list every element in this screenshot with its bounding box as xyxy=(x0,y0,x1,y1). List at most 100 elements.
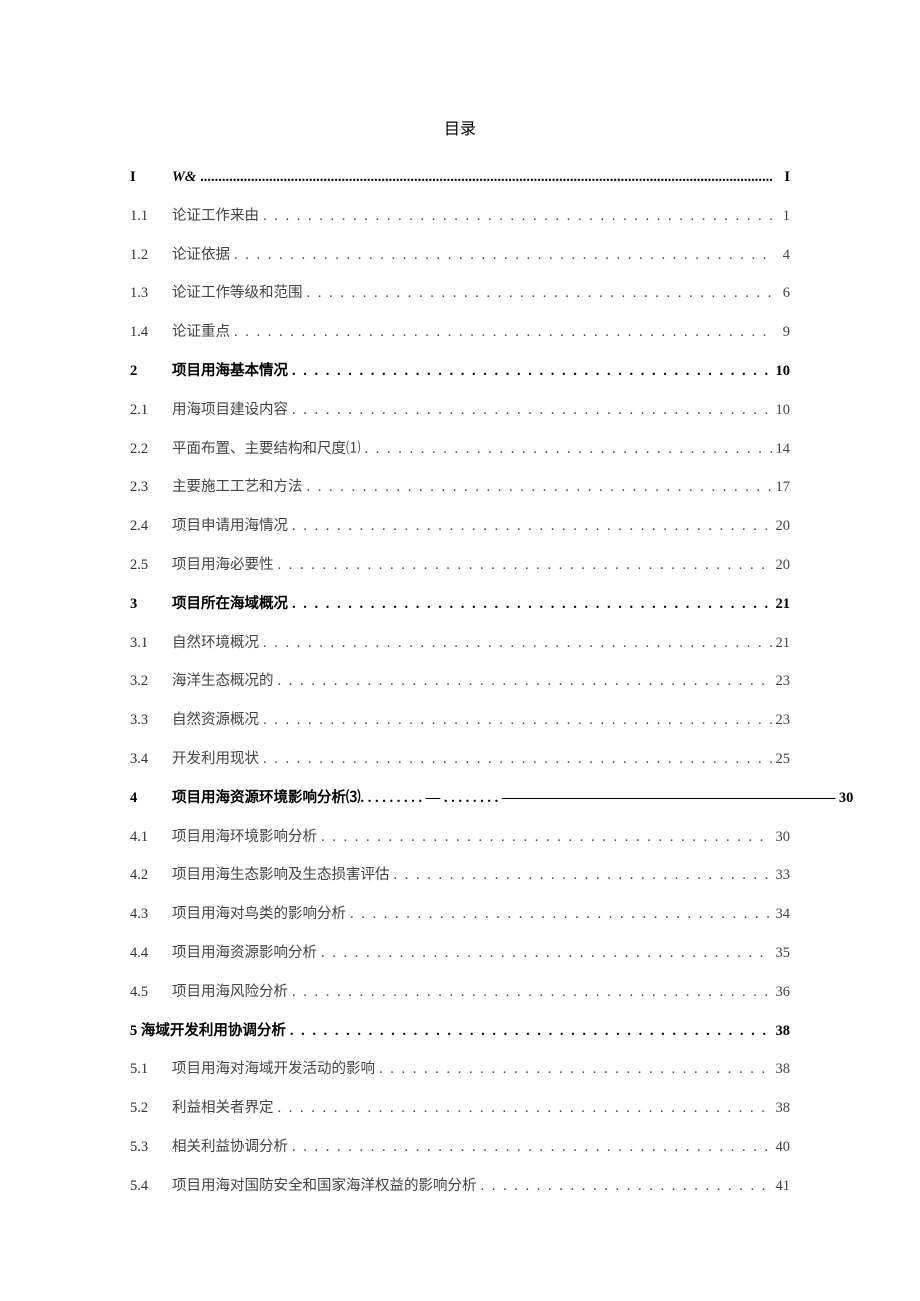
toc-page-number: 14 xyxy=(772,439,790,459)
toc-entry-text: 项目用海环境影响分析 xyxy=(172,827,317,847)
toc-page-number: 20 xyxy=(772,555,790,575)
toc-entry-text: 自然资源概况 xyxy=(172,710,259,730)
toc-dot-leader: . . . . . . . . . . . . . . . . . . . . … xyxy=(303,283,773,303)
toc-page-number: 17 xyxy=(772,477,790,497)
toc-dot-leader: . . . . . . . . . . . . . . . . . . . . … xyxy=(288,1137,772,1157)
toc-entry-number: 4.4 xyxy=(130,943,172,963)
toc-entry-number: 1.4 xyxy=(130,322,172,342)
toc-entry-text: 项目用海资源环境影响分析⑶. . . . . . . . . — . . . .… xyxy=(172,788,835,808)
toc-dot-leader: . . . . . . . . . . . . . . . . . . . . … xyxy=(259,749,772,769)
toc-dot-leader: . . . . . . . . . . . . . . . . . . . . … xyxy=(361,439,773,459)
toc-entry-number: 1.1 xyxy=(130,206,172,226)
toc-entry-text: 海洋生态概况的 xyxy=(172,671,274,691)
toc-row: 5.4项目用海对国防安全和国家海洋权益的影响分析. . . . . . . . … xyxy=(130,1176,790,1196)
toc-entry-number: 4 xyxy=(130,788,172,808)
toc-entry-number: 3 xyxy=(130,594,172,614)
toc-entry-number: 3.3 xyxy=(130,710,172,730)
toc-entry-number: 3.2 xyxy=(130,671,172,691)
toc-entry-text: 项目用海风险分析 xyxy=(172,982,288,1002)
toc-entry-number: 2 xyxy=(130,361,172,381)
toc-page-number: 41 xyxy=(772,1176,790,1196)
toc-dot-leader: . . . . . . . . . . . . . . . . . . . . … xyxy=(230,245,772,265)
toc-entry-number: I xyxy=(130,167,172,187)
toc-page-number: 25 xyxy=(772,749,790,769)
toc-entry-number: 3.4 xyxy=(130,749,172,769)
toc-dot-leader: . . . . . . . . . . . . . . . . . . . . … xyxy=(477,1176,773,1196)
toc-row: 2.5项目用海必要性. . . . . . . . . . . . . . . … xyxy=(130,555,790,575)
toc-dot-leader: . . . . . . . . . . . . . . . . . . . . … xyxy=(288,400,772,420)
toc-page-number: 30 xyxy=(772,827,790,847)
toc-row: 5 海域开发利用协调分析. . . . . . . . . . . . . . … xyxy=(130,1021,790,1041)
toc-container: IW&.....................................… xyxy=(130,167,790,1196)
toc-dot-leader: . . . . . . . . . . . . . . . . . . . . … xyxy=(274,1098,773,1118)
toc-page-number: 21 xyxy=(772,633,790,653)
toc-dot-leader: . . . . . . . . . . . . . . . . . . . . … xyxy=(286,1021,772,1041)
toc-entry-text: 项目用海对海域开发活动的影响 xyxy=(172,1059,375,1079)
toc-page-number: 23 xyxy=(772,710,790,730)
toc-entry-number: 2.1 xyxy=(130,400,172,420)
toc-page-number: 40 xyxy=(772,1137,790,1157)
toc-page-number: 20 xyxy=(772,516,790,536)
toc-dot-leader: ........................................… xyxy=(196,167,772,187)
toc-row: 2.3主要施工工艺和方法. . . . . . . . . . . . . . … xyxy=(130,477,790,497)
toc-page-number: 33 xyxy=(772,865,790,885)
toc-dot-leader: . . . . . . . . . . . . . . . . . . . . … xyxy=(346,904,772,924)
toc-dot-leader: . . . . . . . . . . . . . . . . . . . . … xyxy=(274,671,773,691)
toc-dot-leader: . . . . . . . . . . . . . . . . . . . . … xyxy=(274,555,773,575)
toc-entry-number: 1.3 xyxy=(130,283,172,303)
toc-entry-text: 项目申请用海情况 xyxy=(172,516,288,536)
toc-entry-text: 论证重点 xyxy=(172,322,230,342)
toc-page-number: 38 xyxy=(772,1021,790,1041)
toc-entry-number: 4.3 xyxy=(130,904,172,924)
toc-page-number: 4 xyxy=(772,245,790,265)
toc-row: 1.2论证依据. . . . . . . . . . . . . . . . .… xyxy=(130,245,790,265)
toc-entry-number: 5.3 xyxy=(130,1137,172,1157)
toc-dot-leader: . . . . . . . . . . . . . . . . . . . . … xyxy=(390,865,773,885)
toc-page-number: 34 xyxy=(772,904,790,924)
toc-entry-number: 4.5 xyxy=(130,982,172,1002)
toc-entry-text: 开发利用现状 xyxy=(172,749,259,769)
toc-entry-text: 平面布置、主要结构和尺度⑴ xyxy=(172,439,361,459)
toc-row: 4.1项目用海环境影响分析. . . . . . . . . . . . . .… xyxy=(130,827,790,847)
toc-entry-text: 项目用海基本情况 xyxy=(172,361,288,381)
toc-entry-text: 项目所在海域概况 xyxy=(172,594,288,614)
toc-entry-number: 2.5 xyxy=(130,555,172,575)
toc-row: 5.2利益相关者界定. . . . . . . . . . . . . . . … xyxy=(130,1098,790,1118)
toc-entry-text: 项目用海生态影响及生态损害评估 xyxy=(172,865,390,885)
toc-page-number: 30 xyxy=(835,788,853,808)
toc-entry-number: 2.2 xyxy=(130,439,172,459)
toc-title: 目录 xyxy=(130,115,790,139)
toc-entry-text: 5 海域开发利用协调分析 xyxy=(130,1021,286,1041)
toc-entry-text: 自然环境概况 xyxy=(172,633,259,653)
toc-row: 5.1项目用海对海域开发活动的影响. . . . . . . . . . . .… xyxy=(130,1059,790,1079)
toc-dot-leader: . . . . . . . . . . . . . . . . . . . . … xyxy=(288,982,772,1002)
toc-row: 3.2海洋生态概况的. . . . . . . . . . . . . . . … xyxy=(130,671,790,691)
toc-row: 3.1自然环境概况. . . . . . . . . . . . . . . .… xyxy=(130,633,790,653)
toc-row: 2.4项目申请用海情况. . . . . . . . . . . . . . .… xyxy=(130,516,790,536)
toc-row: 3项目所在海域概况. . . . . . . . . . . . . . . .… xyxy=(130,594,790,614)
toc-row: 1.3论证工作等级和范围. . . . . . . . . . . . . . … xyxy=(130,283,790,303)
toc-page-number: 10 xyxy=(772,400,790,420)
toc-entry-text: 论证工作等级和范围 xyxy=(172,283,303,303)
toc-entry-text: 主要施工工艺和方法 xyxy=(172,477,303,497)
toc-row: 2.1用海项目建设内容. . . . . . . . . . . . . . .… xyxy=(130,400,790,420)
toc-entry-number: 1.2 xyxy=(130,245,172,265)
toc-dot-leader: . . . . . . . . . . . . . . . . . . . . … xyxy=(375,1059,772,1079)
toc-entry-text: 项目用海必要性 xyxy=(172,555,274,575)
toc-entry-number: 3.1 xyxy=(130,633,172,653)
toc-row: 2项目用海基本情况. . . . . . . . . . . . . . . .… xyxy=(130,361,790,381)
toc-entry-text: 用海项目建设内容 xyxy=(172,400,288,420)
toc-entry-text: 项目用海对国防安全和国家海洋权益的影响分析 xyxy=(172,1176,477,1196)
toc-row: IW&.....................................… xyxy=(130,167,790,187)
toc-dot-leader: . . . . . . . . . . . . . . . . . . . . … xyxy=(288,361,772,381)
toc-entry-number: 4.2 xyxy=(130,865,172,885)
toc-dot-leader: . . . . . . . . . . . . . . . . . . . . … xyxy=(317,827,772,847)
toc-entry-text: 相关利益协调分析 xyxy=(172,1137,288,1157)
toc-row: 1.4论证重点. . . . . . . . . . . . . . . . .… xyxy=(130,322,790,342)
toc-entry-number: 2.3 xyxy=(130,477,172,497)
toc-entry-number: 4.1 xyxy=(130,827,172,847)
toc-dot-leader: . . . . . . . . . . . . . . . . . . . . … xyxy=(230,322,772,342)
toc-dot-leader: . . . . . . . . . . . . . . . . . . . . … xyxy=(317,943,772,963)
toc-dot-leader: . . . . . . . . . . . . . . . . . . . . … xyxy=(303,477,773,497)
toc-row: 2.2平面布置、主要结构和尺度⑴. . . . . . . . . . . . … xyxy=(130,439,790,459)
